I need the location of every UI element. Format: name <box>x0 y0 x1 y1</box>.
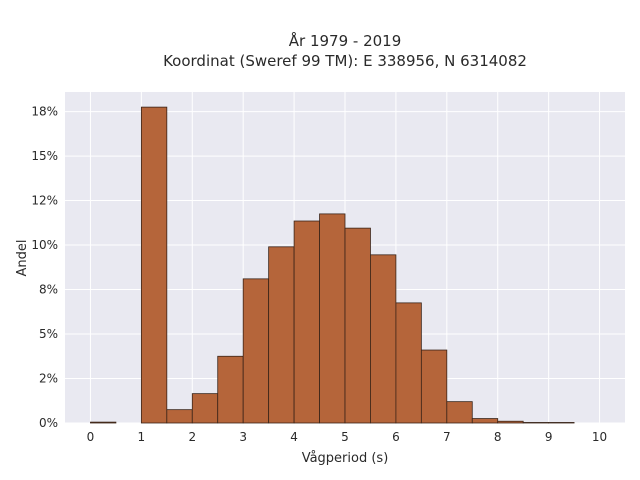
y-tick-label: 18% <box>31 105 58 119</box>
y-axis-label: Andel <box>15 240 30 277</box>
x-tick-label: 4 <box>290 430 298 444</box>
x-tick-label: 2 <box>188 430 196 444</box>
x-tick-label: 3 <box>239 430 247 444</box>
histogram-bar <box>522 422 550 424</box>
histogram-bar <box>166 409 193 424</box>
histogram-bar <box>370 254 397 424</box>
y-tick-label: 5% <box>39 327 58 341</box>
histogram-bar <box>242 278 270 424</box>
histogram-bar <box>471 418 499 424</box>
y-tick-label: 10% <box>31 238 58 252</box>
histogram-bar <box>548 422 575 424</box>
x-tick-label: 5 <box>341 430 349 444</box>
x-tick-labels: 0 1 2 3 4 5 6 7 8 9 10 <box>87 430 608 444</box>
histogram-bar <box>446 401 473 424</box>
bars <box>90 106 575 424</box>
x-tick-label: 0 <box>87 430 95 444</box>
histogram-bar <box>395 302 422 424</box>
histogram-bar <box>420 349 448 424</box>
x-tick-label: 1 <box>138 430 146 444</box>
y-tick-labels: 0% 2% 5% 8% 10% 12% 15% 18% <box>31 105 58 430</box>
histogram-bar <box>268 246 295 424</box>
y-tick-label: 15% <box>31 149 58 163</box>
y-tick-label: 2% <box>39 372 58 386</box>
y-tick-label: 8% <box>39 283 58 297</box>
x-axis-label: Vågperiod (s) <box>302 451 389 466</box>
x-tick-label: 9 <box>545 430 553 444</box>
histogram-bar <box>344 227 371 424</box>
chart-title-line-1: År 1979 - 2019 <box>289 31 402 50</box>
histogram-bar <box>191 393 219 424</box>
histogram-bar <box>90 421 117 424</box>
histogram-bar <box>497 420 524 424</box>
chart-title-line-2: Koordinat (Sweref 99 TM): E 338956, N 63… <box>163 52 527 70</box>
y-tick-label: 12% <box>31 194 58 208</box>
histogram-bar <box>140 106 168 424</box>
x-tick-label: 10 <box>592 430 607 444</box>
histogram-bar <box>217 355 244 424</box>
y-tick-label: 0% <box>39 416 58 430</box>
x-tick-label: 8 <box>494 430 502 444</box>
x-tick-label: 6 <box>392 430 400 444</box>
histogram-bar <box>293 220 320 424</box>
x-tick-label: 7 <box>443 430 451 444</box>
histogram-bar <box>319 213 346 424</box>
